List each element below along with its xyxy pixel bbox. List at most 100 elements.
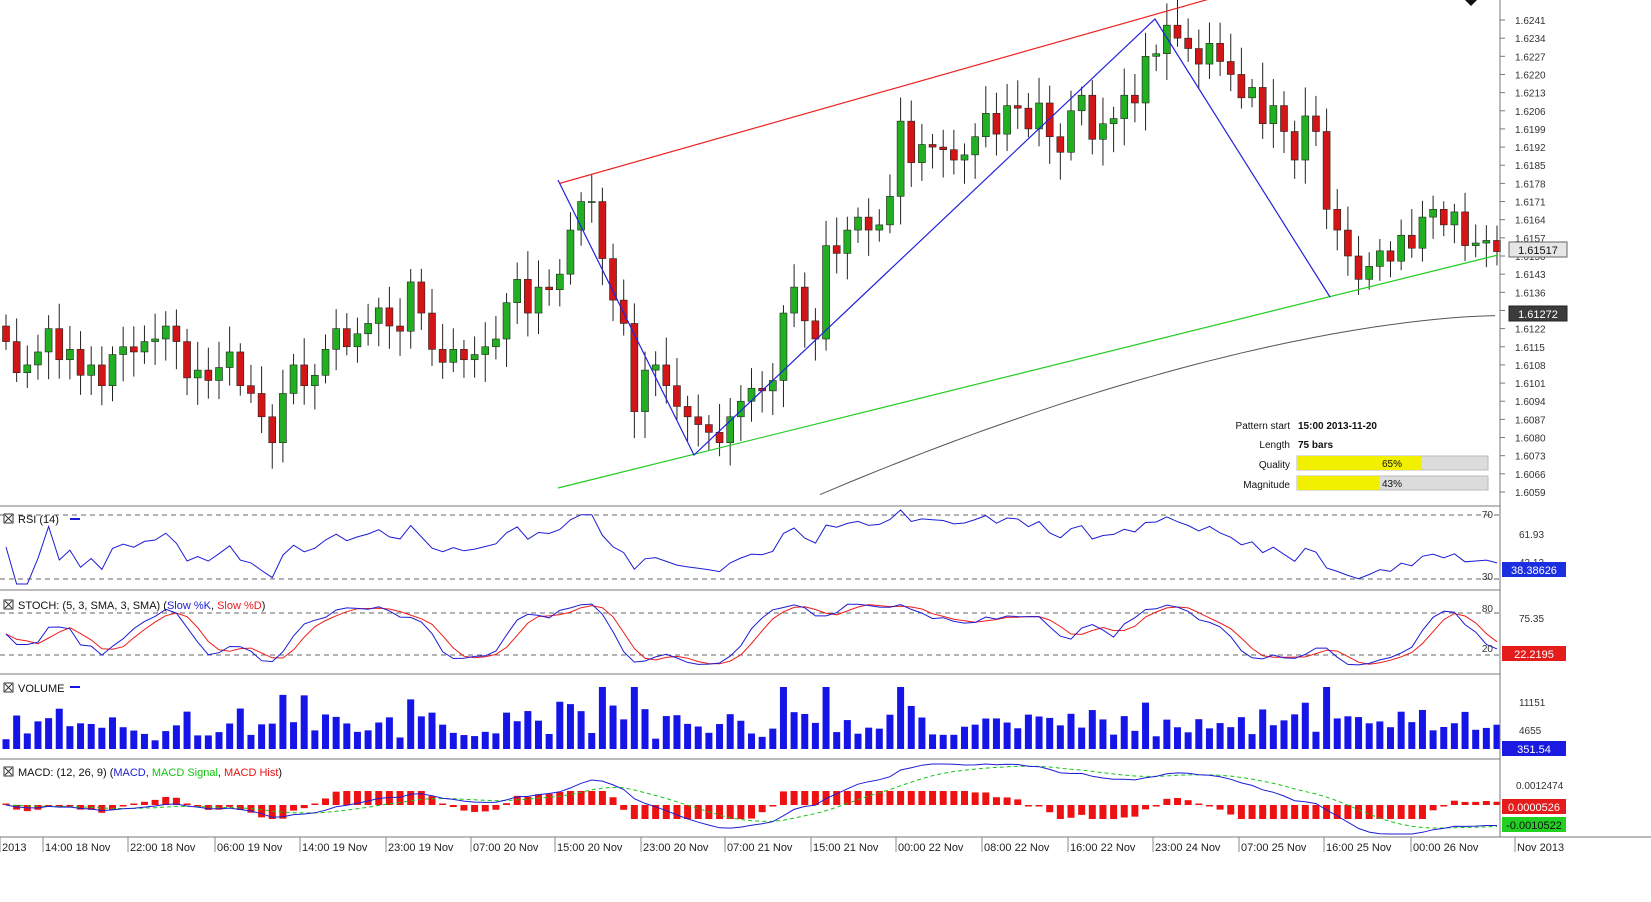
macd-hist-bar: [907, 791, 915, 805]
volume-bar: [23, 733, 31, 749]
volume-bar: [758, 736, 766, 749]
macd-hist-bar: [1493, 801, 1501, 805]
candle-body: [396, 325, 404, 332]
price-ticks: 1.6241 1.6234 1.6227 1.6220 1.6213 1.6206 1.61…: [1500, 16, 1546, 499]
volume-bar: [290, 722, 298, 749]
time-tick-label: 22:00 18 Nov: [130, 842, 196, 854]
macd-hist-bar: [545, 793, 553, 805]
volume-bar: [247, 734, 255, 749]
macd-hist-bar: [471, 805, 479, 812]
volume-bar: [1280, 720, 1288, 749]
macd-hist-bar: [1120, 805, 1128, 818]
volume-current-value: 351.54: [1517, 744, 1551, 756]
macd-hist-bar: [737, 805, 745, 819]
time-axis[interactable]: 2013 14:00 18 Nov 22:00 18 Nov 06:00 19 Nov…: [0, 836, 1651, 854]
macd-hist-bar: [556, 791, 564, 805]
candle-body: [854, 216, 862, 231]
volume-bar: [385, 717, 393, 749]
candle-body: [715, 432, 724, 444]
volume-panel[interactable]: VOLUME: [0, 673, 1501, 749]
volume-bar: [279, 694, 287, 749]
time-tick-label: 16:00 22 Nov: [1070, 842, 1136, 854]
macd-hist-bar: [1472, 801, 1480, 805]
volume-bar: [929, 734, 937, 749]
macd-hist-bar: [140, 801, 148, 805]
candle-body: [1045, 102, 1054, 138]
macd-hist-bar: [1387, 805, 1394, 819]
price-tick-label: 1.6115: [1515, 343, 1545, 354]
volume-bar: [1376, 721, 1384, 749]
macd-hist-bar: [98, 805, 106, 813]
candle-body: [1035, 102, 1043, 130]
macd-panel[interactable]: MACD: (12, 26, 9) (MACD, MACD Signal, MA…: [0, 758, 1501, 835]
macd-hist-bar: [524, 796, 532, 805]
rsi-line: [5, 509, 1498, 585]
volume-bar: [1067, 713, 1075, 749]
rsi-current-tag: [1502, 562, 1566, 577]
volume-bar: [353, 731, 361, 749]
volume-bar: [471, 736, 479, 749]
candle-body: [119, 346, 127, 355]
volume-bar: [1248, 734, 1256, 749]
volume-bar: [1259, 709, 1267, 749]
volume-bar: [503, 712, 511, 749]
macd-hist-bar: [620, 805, 628, 810]
macd-hist-bar: [1269, 805, 1277, 819]
candle-body: [1429, 209, 1437, 218]
price-panel[interactable]: [0, 0, 1501, 505]
volume-bar: [226, 723, 234, 749]
price-tick-label: 1.6073: [1515, 452, 1546, 463]
candle-body: [705, 424, 713, 433]
price-tick-label: 1.6199: [1515, 125, 1546, 136]
time-tick-label: 07:00 20 Nov: [473, 842, 539, 854]
macd-hist-bar: [119, 805, 127, 807]
macd-hist-bar: [1333, 805, 1341, 819]
pattern-length-label: Length: [1259, 440, 1290, 451]
macd-hist-bar: [2, 803, 10, 805]
macd-hist-bar: [1323, 805, 1331, 819]
price-tick-label: 1.6108: [1515, 361, 1546, 372]
rsi-panel[interactable]: RSI (14): [0, 505, 1500, 585]
macd-hist-value: 0.0000526: [1508, 802, 1560, 814]
volume-bar: [1344, 716, 1352, 749]
candle-body: [971, 136, 979, 156]
price-tick-label: 1.6066: [1515, 470, 1546, 481]
volume-bar: [992, 718, 1000, 749]
volume-bar: [109, 717, 116, 749]
candle-body: [651, 364, 660, 371]
time-tick-label: 14:00 18 Nov: [45, 842, 111, 854]
candle-body: [1248, 87, 1256, 99]
candle-body: [747, 387, 756, 402]
stochastic-panel[interactable]: STOCH: (5, 3, SMA, 3, SMA) (Slow %K, Slo…: [0, 589, 1500, 666]
candle-body: [1290, 131, 1299, 161]
candle-body: [151, 338, 159, 342]
macd-hist-bar: [588, 791, 596, 805]
pattern-info-box: Pattern start 15:00 2013-11-20 Length 75…: [1236, 421, 1489, 491]
macd-hist-bar: [407, 791, 415, 805]
macd-hist-bar: [332, 791, 340, 805]
macd-hist-bar: [982, 792, 990, 805]
volume-bar: [886, 714, 894, 749]
rsi-tick-61: 61.93: [1519, 530, 1544, 541]
volume-bar: [950, 734, 958, 749]
candle-body: [279, 393, 287, 444]
volume-bar: [258, 724, 266, 749]
volume-bar: [1461, 711, 1469, 749]
macd-hist-bar: [130, 803, 138, 805]
volume-bar: [1429, 730, 1437, 749]
price-axis[interactable]: 1.6241 1.6234 1.6227 1.6220 1.6213 1.6206 1.61…: [1482, 0, 1568, 837]
macd-hist-bar: [865, 791, 873, 805]
macd-hist-bar: [1408, 805, 1416, 819]
volume-bar: [843, 720, 851, 749]
volume-bar: [45, 718, 53, 749]
volume-bar: [971, 724, 979, 749]
macd-hist-bar: [492, 805, 500, 810]
stoch-tick-20: 20: [1482, 644, 1494, 655]
volume-bar: [481, 731, 489, 749]
volume-bar: [865, 727, 873, 749]
candle-body: [981, 113, 990, 138]
scroll-marker-icon[interactable]: [1465, 0, 1477, 6]
volume-bar: [939, 734, 947, 749]
price-tick-label: 1.6101: [1515, 379, 1546, 390]
